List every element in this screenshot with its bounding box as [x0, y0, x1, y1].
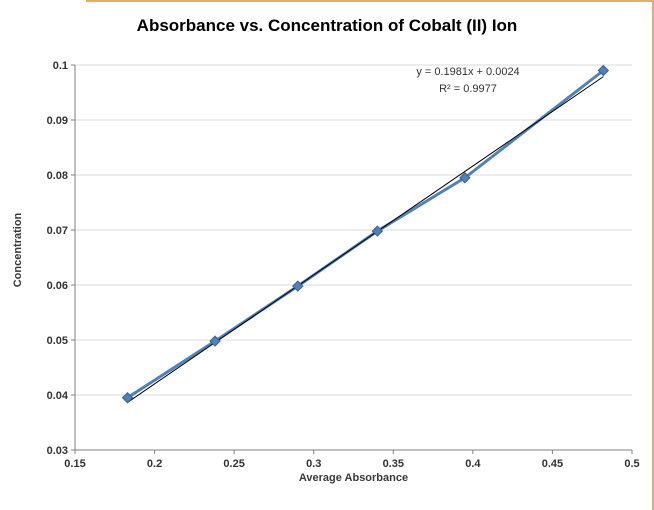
y-tick-label: 0.1 [53, 60, 68, 72]
trendline-r-squared: R² = 0.9977 [439, 83, 497, 95]
window-edge-top [86, 0, 654, 2]
x-tick-label: 0.35 [383, 458, 404, 470]
x-tick-label: 0.3 [306, 458, 321, 470]
data-point-marker [292, 280, 304, 292]
data-point-marker [371, 225, 384, 237]
y-tick-label: 0.07 [47, 225, 68, 237]
data-point-marker [597, 64, 610, 77]
trendline-equation: y = 0.1981x + 0.0024 [416, 66, 520, 78]
y-tick-label: 0.08 [47, 170, 68, 182]
x-tick-label: 0.15 [64, 458, 85, 470]
x-tick-label: 0.2 [147, 458, 162, 470]
x-tick-label: 0.4 [465, 458, 481, 470]
x-tick-label: 0.5 [624, 458, 639, 470]
y-axis-title: Concentration [12, 212, 24, 288]
y-tick-label: 0.06 [47, 280, 68, 292]
y-tick-label: 0.03 [47, 445, 68, 457]
trendline-annotation: y = 0.1981x + 0.0024 R² = 0.9977 [358, 64, 578, 98]
data-point-marker [121, 392, 134, 404]
chart-title: Absorbance vs. Concentration of Cobalt (… [136, 16, 518, 35]
data-point-marker [459, 172, 471, 184]
window-edge-right [652, 0, 654, 510]
x-axis-title: Average Absorbance [298, 472, 409, 484]
x-tick-label: 0.45 [542, 458, 563, 470]
data-point-marker [209, 335, 221, 347]
y-tick-label: 0.04 [47, 390, 69, 402]
trendline [127, 76, 604, 403]
y-tick-label: 0.09 [47, 115, 68, 127]
y-tick-label: 0.05 [47, 335, 68, 347]
x-tick-label: 0.25 [223, 458, 244, 470]
